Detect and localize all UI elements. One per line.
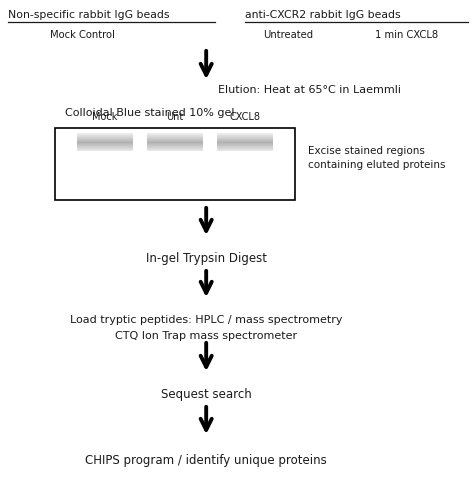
- Text: anti-CXCR2 rabbit IgG beads: anti-CXCR2 rabbit IgG beads: [245, 10, 401, 20]
- Bar: [217, 148, 273, 149]
- Text: Excise stained regions
containing eluted proteins: Excise stained regions containing eluted…: [308, 146, 446, 170]
- Bar: [147, 142, 203, 143]
- Bar: [147, 146, 203, 147]
- Bar: [147, 148, 203, 149]
- Bar: [217, 138, 273, 139]
- Bar: [217, 140, 273, 141]
- Bar: [77, 138, 133, 139]
- Bar: [147, 133, 203, 134]
- Text: CHIPS program / identify unique proteins: CHIPS program / identify unique proteins: [85, 454, 327, 467]
- Text: Mock Control: Mock Control: [50, 30, 115, 40]
- Bar: [77, 145, 133, 146]
- Bar: [217, 146, 273, 147]
- Bar: [147, 138, 203, 139]
- Bar: [147, 149, 203, 150]
- Bar: [217, 145, 273, 146]
- Text: Non-specific rabbit IgG beads: Non-specific rabbit IgG beads: [8, 10, 170, 20]
- Bar: [77, 143, 133, 144]
- Text: In-gel Trypsin Digest: In-gel Trypsin Digest: [146, 252, 267, 265]
- Bar: [77, 135, 133, 136]
- Text: Mock: Mock: [92, 112, 118, 122]
- Bar: [217, 147, 273, 148]
- Bar: [147, 150, 203, 151]
- Bar: [77, 140, 133, 141]
- Bar: [147, 134, 203, 135]
- Bar: [77, 134, 133, 135]
- Bar: [77, 149, 133, 150]
- Bar: [217, 141, 273, 142]
- Text: Unt: Unt: [166, 112, 183, 122]
- Bar: [77, 147, 133, 148]
- Text: Untreated: Untreated: [263, 30, 313, 40]
- Bar: [217, 139, 273, 140]
- Bar: [147, 147, 203, 148]
- Bar: [77, 146, 133, 147]
- Text: 1 min CXCL8: 1 min CXCL8: [375, 30, 438, 40]
- Bar: [147, 145, 203, 146]
- Bar: [217, 144, 273, 145]
- Bar: [217, 135, 273, 136]
- Bar: [77, 144, 133, 145]
- Text: Load tryptic peptides: HPLC / mass spectrometry: Load tryptic peptides: HPLC / mass spect…: [70, 315, 342, 325]
- Bar: [147, 143, 203, 144]
- Bar: [77, 150, 133, 151]
- Text: Elution: Heat at 65°C in Laemmli: Elution: Heat at 65°C in Laemmli: [218, 85, 401, 95]
- Bar: [147, 136, 203, 137]
- Bar: [217, 133, 273, 134]
- Bar: [77, 133, 133, 134]
- Bar: [77, 139, 133, 140]
- Bar: [217, 134, 273, 135]
- Text: CTQ Ion Trap mass spectrometer: CTQ Ion Trap mass spectrometer: [115, 331, 297, 341]
- Bar: [217, 137, 273, 138]
- Bar: [147, 137, 203, 138]
- Bar: [147, 140, 203, 141]
- Bar: [147, 139, 203, 140]
- Bar: [77, 141, 133, 142]
- Bar: [147, 141, 203, 142]
- Bar: [217, 143, 273, 144]
- Text: Colloidal Blue stained 10% gel: Colloidal Blue stained 10% gel: [65, 108, 235, 118]
- Text: CXCL8: CXCL8: [229, 112, 261, 122]
- Bar: [217, 142, 273, 143]
- Bar: [77, 142, 133, 143]
- Bar: [77, 136, 133, 137]
- Bar: [147, 144, 203, 145]
- Bar: [77, 148, 133, 149]
- Bar: [147, 135, 203, 136]
- Bar: [77, 137, 133, 138]
- Bar: [55, 128, 295, 200]
- Bar: [217, 150, 273, 151]
- Bar: [217, 136, 273, 137]
- Text: Sequest search: Sequest search: [161, 388, 252, 401]
- Bar: [217, 149, 273, 150]
